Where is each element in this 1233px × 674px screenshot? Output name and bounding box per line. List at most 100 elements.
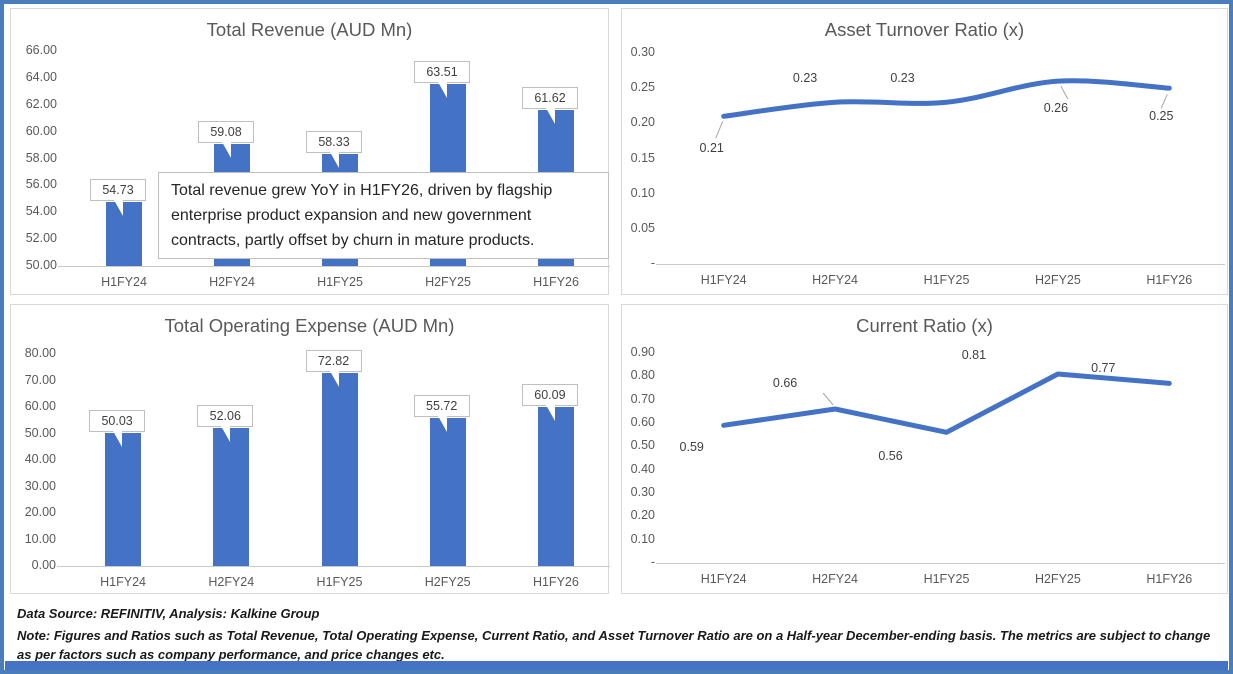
data-point-label: 0.59 xyxy=(679,440,704,455)
chart-plot-current-ratio: 0.90 0.80 0.70 0.60 0.50 0.40 0.30 0.20 0.10 - H1F… xyxy=(622,305,1227,593)
x-axis-line xyxy=(58,266,610,267)
y-tick-label: 58.00 xyxy=(25,150,57,165)
x-tick-label: H1FY26 xyxy=(1146,572,1193,586)
label-leader-line xyxy=(1060,85,1069,100)
bar-H1FY25 xyxy=(321,373,358,566)
y-tick-label: 56.00 xyxy=(25,177,57,192)
data-point-label: 0.56 xyxy=(878,449,903,464)
y-tick-label: 66.00 xyxy=(25,43,57,57)
methodology-note: Note: Figures and Ratios such as Total R… xyxy=(17,627,1211,662)
y-tick-label: 54.00 xyxy=(25,204,57,219)
x-tick-label: H2FY25 xyxy=(1034,572,1081,586)
chart-panel-asset-turnover-ratio: Asset Turnover Ratio (x) 0.30 0.25 0.20 0.1… xyxy=(621,8,1228,295)
y-tick-label: - xyxy=(650,555,655,569)
y-tick-label: 0.70 xyxy=(630,391,655,406)
label-leader-line xyxy=(822,392,834,406)
y-tick-label: 62.00 xyxy=(25,96,57,111)
bar-H1FY24 xyxy=(105,433,142,566)
y-tick-label: 0.30 xyxy=(630,485,655,499)
chart-plot-total-operating-expense: 80.00 70.00 60.00 50.00 40.00 30.00 20.00 10.00… xyxy=(11,305,610,593)
x-axis-line xyxy=(656,563,1225,564)
data-label-callout-pointer xyxy=(114,200,123,217)
data-label-callout-pointer xyxy=(221,426,231,443)
data-label-callout-pointer xyxy=(545,404,555,421)
data-label-callout: 61.62 xyxy=(522,86,578,109)
y-tick-label: 40.00 xyxy=(24,452,56,466)
y-tick-label: 0.10 xyxy=(630,531,655,546)
data-point-label: 0.21 xyxy=(699,141,724,156)
x-tick-label: H1FY24 xyxy=(100,575,147,589)
x-tick-label: H1FY24 xyxy=(101,275,147,289)
chart-plot-total-revenue: 66.00 64.00 62.00 60.00 58.00 56.00 54.00 52.00… xyxy=(11,9,610,294)
data-point-label: 0.81 xyxy=(961,348,987,362)
data-label-callout: 59.08 xyxy=(198,120,254,143)
bar-H1FY24 xyxy=(106,202,142,266)
x-tick-label: H2FY24 xyxy=(812,273,859,287)
y-tick-label: 0.20 xyxy=(630,115,655,130)
y-tick-label: 0.90 xyxy=(630,345,655,359)
data-label-callout: 63.51 xyxy=(414,61,470,84)
bar-H2FY25 xyxy=(429,418,466,566)
x-tick-label: H1FY25 xyxy=(923,572,970,586)
x-axis-line xyxy=(57,566,610,567)
y-tick-label: 0.60 xyxy=(630,415,655,429)
y-tick-label: 0.20 xyxy=(630,508,655,523)
chart-title-asset-turnover-ratio: Asset Turnover Ratio (x) xyxy=(824,19,1025,40)
data-label-callout: 55.72 xyxy=(413,395,470,418)
x-tick-label: H1FY25 xyxy=(317,275,363,289)
y-tick-label: 50.00 xyxy=(25,258,57,272)
chart-panel-current-ratio: Current Ratio (x) 0.90 0.80 0.70 0.60 0.50 0.… xyxy=(621,304,1228,594)
y-tick-label: 64.00 xyxy=(25,69,57,84)
label-leader-line xyxy=(1160,93,1168,109)
y-tick-label: 0.05 xyxy=(630,220,655,235)
data-source-note: Data Source: REFINITIV, Analysis: Kalkin… xyxy=(17,606,320,621)
x-tick-label: H1FY26 xyxy=(532,575,579,589)
chart-plot-asset-turnover-ratio: 0.30 0.25 0.20 0.15 0.10 0.05 - H1FY24 H2FY24 H1F… xyxy=(622,9,1227,294)
y-tick-label: 80.00 xyxy=(24,346,56,360)
x-tick-label: H1FY26 xyxy=(1146,273,1193,287)
y-tick-label: 60.00 xyxy=(25,123,57,138)
data-point-label: 0.66 xyxy=(772,376,798,390)
bar-H1FY26 xyxy=(537,406,574,566)
x-tick-label: H1FY24 xyxy=(700,273,747,287)
chart-title-total-revenue: Total Revenue (AUD Mn) xyxy=(206,19,413,40)
chart-panel-total-operating-expense: Total Operating Expense (AUD Mn) 80.00 70… xyxy=(10,304,610,594)
data-label-callout-pointer xyxy=(438,82,447,99)
y-tick-label: - xyxy=(650,256,655,270)
y-tick-label: 60.00 xyxy=(24,399,56,413)
data-label-callout-pointer xyxy=(330,152,339,169)
data-label-callout: 54.73 xyxy=(90,179,146,202)
y-tick-label: 0.40 xyxy=(630,461,655,476)
data-label-callout-pointer xyxy=(222,141,231,158)
x-axis-line xyxy=(656,264,1225,265)
y-tick-label: 0.80 xyxy=(630,368,655,383)
y-tick-label: 0.00 xyxy=(31,558,56,572)
data-label-callout-pointer xyxy=(329,371,339,388)
footer-notes: Data Source: REFINITIV, Analysis: Kalkin… xyxy=(17,605,1225,668)
y-tick-label: 0.50 xyxy=(630,438,655,453)
x-tick-label: H2FY25 xyxy=(424,575,471,589)
data-label-callout-pointer xyxy=(437,416,447,433)
data-label-callout-pointer xyxy=(546,107,555,124)
data-point-label: 0.25 xyxy=(1149,109,1174,124)
y-tick-label: 52.00 xyxy=(25,231,57,246)
x-tick-label: H2FY25 xyxy=(425,275,471,289)
x-tick-label: H2FY25 xyxy=(1034,273,1081,287)
y-tick-label: 20.00 xyxy=(24,505,56,519)
y-tick-label: 30.00 xyxy=(24,478,56,493)
data-label-callout: 52.06 xyxy=(197,405,254,428)
data-label-callout: 50.03 xyxy=(89,410,146,433)
y-tick-label: 50.00 xyxy=(24,425,56,440)
bar-H2FY24 xyxy=(213,428,250,566)
x-tick-label: H2FY24 xyxy=(208,575,255,589)
chart-panel-total-revenue: Total Revenue (AUD Mn) 66.00 64.00 62.00 60… xyxy=(10,8,610,295)
data-label-callout-pointer xyxy=(113,431,123,448)
y-tick-label: 0.10 xyxy=(630,185,655,200)
x-tick-label: H2FY24 xyxy=(812,572,859,586)
y-tick-label: 0.30 xyxy=(630,45,655,59)
series-line xyxy=(721,78,1172,119)
x-tick-label: H2FY24 xyxy=(209,275,255,289)
y-tick-label: 0.25 xyxy=(630,80,655,95)
data-point-label: 0.23 xyxy=(890,71,915,86)
